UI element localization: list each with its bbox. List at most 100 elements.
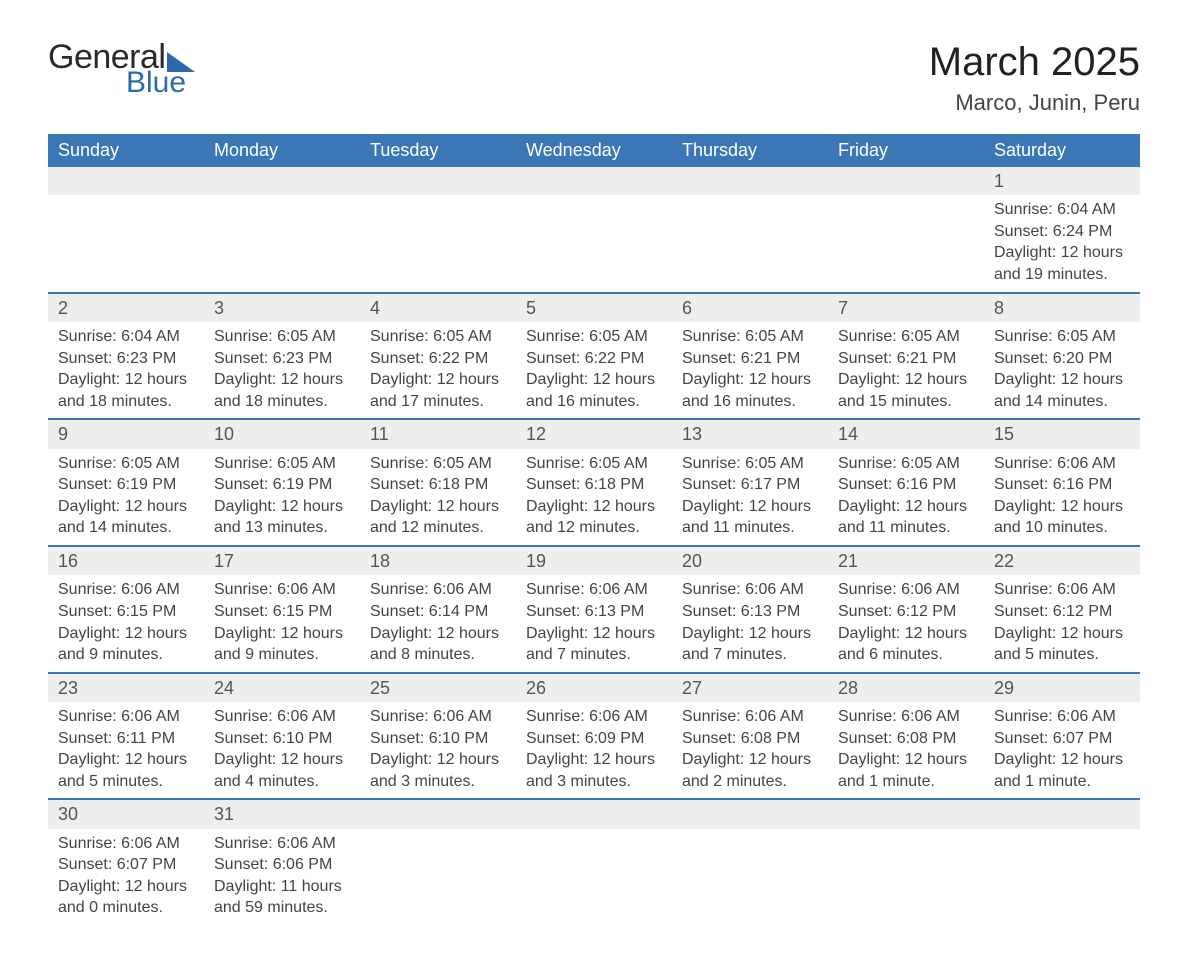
daylight-text: Daylight: 12 hours and 3 minutes. bbox=[370, 749, 506, 792]
sunrise-text: Sunrise: 6:06 AM bbox=[994, 579, 1130, 601]
calendar-cell: 29Sunrise: 6:06 AMSunset: 6:07 PMDayligh… bbox=[984, 673, 1140, 800]
day-header: Tuesday bbox=[360, 134, 516, 167]
daylight-text: Daylight: 12 hours and 13 minutes. bbox=[214, 496, 350, 539]
sunrise-text: Sunrise: 6:06 AM bbox=[58, 833, 194, 855]
sunset-text: Sunset: 6:10 PM bbox=[370, 728, 506, 750]
sunrise-text: Sunrise: 6:05 AM bbox=[838, 326, 974, 348]
day-number: 13 bbox=[672, 420, 828, 448]
sunrise-text: Sunrise: 6:06 AM bbox=[214, 833, 350, 855]
day-details: Sunrise: 6:05 AMSunset: 6:22 PMDaylight:… bbox=[360, 322, 516, 418]
day-details: Sunrise: 6:05 AMSunset: 6:19 PMDaylight:… bbox=[204, 449, 360, 545]
sunrise-text: Sunrise: 6:05 AM bbox=[526, 326, 662, 348]
calendar-cell: 21Sunrise: 6:06 AMSunset: 6:12 PMDayligh… bbox=[828, 546, 984, 673]
day-number: 12 bbox=[516, 420, 672, 448]
day-number: 6 bbox=[672, 294, 828, 322]
day-details: Sunrise: 6:05 AMSunset: 6:22 PMDaylight:… bbox=[516, 322, 672, 418]
day-details: Sunrise: 6:06 AMSunset: 6:12 PMDaylight:… bbox=[828, 575, 984, 671]
calendar-header-row: SundayMondayTuesdayWednesdayThursdayFrid… bbox=[48, 134, 1140, 167]
sunrise-text: Sunrise: 6:06 AM bbox=[994, 706, 1130, 728]
day-number: 27 bbox=[672, 674, 828, 702]
calendar-cell: 12Sunrise: 6:05 AMSunset: 6:18 PMDayligh… bbox=[516, 419, 672, 546]
daylight-text: Daylight: 12 hours and 1 minute. bbox=[994, 749, 1130, 792]
day-number: 1 bbox=[984, 167, 1140, 195]
day-number: 2 bbox=[48, 294, 204, 322]
day-number: 18 bbox=[360, 547, 516, 575]
day-number-empty bbox=[672, 167, 828, 195]
day-number: 14 bbox=[828, 420, 984, 448]
calendar-cell: 14Sunrise: 6:05 AMSunset: 6:16 PMDayligh… bbox=[828, 419, 984, 546]
sunrise-text: Sunrise: 6:06 AM bbox=[682, 579, 818, 601]
sunset-text: Sunset: 6:13 PM bbox=[682, 601, 818, 623]
daylight-text: Daylight: 12 hours and 3 minutes. bbox=[526, 749, 662, 792]
day-details: Sunrise: 6:05 AMSunset: 6:18 PMDaylight:… bbox=[516, 449, 672, 545]
sunset-text: Sunset: 6:14 PM bbox=[370, 601, 506, 623]
location: Marco, Junin, Peru bbox=[929, 90, 1140, 116]
day-number: 23 bbox=[48, 674, 204, 702]
calendar-cell: 8Sunrise: 6:05 AMSunset: 6:20 PMDaylight… bbox=[984, 293, 1140, 420]
daylight-text: Daylight: 12 hours and 15 minutes. bbox=[838, 369, 974, 412]
sunset-text: Sunset: 6:20 PM bbox=[994, 348, 1130, 370]
daylight-text: Daylight: 12 hours and 19 minutes. bbox=[994, 242, 1130, 285]
empty-cell bbox=[204, 195, 360, 281]
daylight-text: Daylight: 12 hours and 8 minutes. bbox=[370, 623, 506, 666]
day-number: 26 bbox=[516, 674, 672, 702]
sunrise-text: Sunrise: 6:06 AM bbox=[214, 706, 350, 728]
day-number: 8 bbox=[984, 294, 1140, 322]
sunrise-text: Sunrise: 6:04 AM bbox=[58, 326, 194, 348]
calendar-cell: 19Sunrise: 6:06 AMSunset: 6:13 PMDayligh… bbox=[516, 546, 672, 673]
daylight-text: Daylight: 12 hours and 10 minutes. bbox=[994, 496, 1130, 539]
day-number: 5 bbox=[516, 294, 672, 322]
daylight-text: Daylight: 12 hours and 0 minutes. bbox=[58, 876, 194, 919]
day-header: Saturday bbox=[984, 134, 1140, 167]
sunrise-text: Sunrise: 6:06 AM bbox=[58, 579, 194, 601]
sunset-text: Sunset: 6:22 PM bbox=[526, 348, 662, 370]
day-number: 25 bbox=[360, 674, 516, 702]
sunset-text: Sunset: 6:13 PM bbox=[526, 601, 662, 623]
sunset-text: Sunset: 6:23 PM bbox=[58, 348, 194, 370]
sunset-text: Sunset: 6:16 PM bbox=[838, 474, 974, 496]
day-header: Sunday bbox=[48, 134, 204, 167]
calendar-cell bbox=[984, 799, 1140, 925]
day-details: Sunrise: 6:06 AMSunset: 6:11 PMDaylight:… bbox=[48, 702, 204, 798]
day-details: Sunrise: 6:06 AMSunset: 6:15 PMDaylight:… bbox=[204, 575, 360, 671]
day-number: 3 bbox=[204, 294, 360, 322]
sunset-text: Sunset: 6:19 PM bbox=[214, 474, 350, 496]
sunset-text: Sunset: 6:08 PM bbox=[838, 728, 974, 750]
sunset-text: Sunset: 6:12 PM bbox=[838, 601, 974, 623]
sunrise-text: Sunrise: 6:05 AM bbox=[682, 326, 818, 348]
calendar-cell bbox=[48, 167, 204, 293]
sunset-text: Sunset: 6:09 PM bbox=[526, 728, 662, 750]
sunrise-text: Sunrise: 6:05 AM bbox=[370, 453, 506, 475]
sunset-text: Sunset: 6:18 PM bbox=[526, 474, 662, 496]
day-details: Sunrise: 6:06 AMSunset: 6:07 PMDaylight:… bbox=[984, 702, 1140, 798]
sunset-text: Sunset: 6:18 PM bbox=[370, 474, 506, 496]
daylight-text: Daylight: 12 hours and 7 minutes. bbox=[682, 623, 818, 666]
calendar-cell: 15Sunrise: 6:06 AMSunset: 6:16 PMDayligh… bbox=[984, 419, 1140, 546]
calendar-cell: 2Sunrise: 6:04 AMSunset: 6:23 PMDaylight… bbox=[48, 293, 204, 420]
calendar-cell bbox=[828, 167, 984, 293]
day-details: Sunrise: 6:06 AMSunset: 6:09 PMDaylight:… bbox=[516, 702, 672, 798]
daylight-text: Daylight: 12 hours and 12 minutes. bbox=[526, 496, 662, 539]
day-number: 10 bbox=[204, 420, 360, 448]
day-number: 7 bbox=[828, 294, 984, 322]
day-header: Thursday bbox=[672, 134, 828, 167]
sunrise-text: Sunrise: 6:05 AM bbox=[58, 453, 194, 475]
day-details: Sunrise: 6:06 AMSunset: 6:14 PMDaylight:… bbox=[360, 575, 516, 671]
empty-cell bbox=[360, 195, 516, 281]
calendar-cell: 6Sunrise: 6:05 AMSunset: 6:21 PMDaylight… bbox=[672, 293, 828, 420]
day-details: Sunrise: 6:06 AMSunset: 6:16 PMDaylight:… bbox=[984, 449, 1140, 545]
logo: General Blue bbox=[48, 40, 195, 98]
sunset-text: Sunset: 6:19 PM bbox=[58, 474, 194, 496]
day-number-empty bbox=[516, 800, 672, 828]
day-header: Friday bbox=[828, 134, 984, 167]
sunrise-text: Sunrise: 6:06 AM bbox=[526, 579, 662, 601]
daylight-text: Daylight: 12 hours and 1 minute. bbox=[838, 749, 974, 792]
day-number: 24 bbox=[204, 674, 360, 702]
calendar-cell bbox=[672, 167, 828, 293]
calendar-cell: 4Sunrise: 6:05 AMSunset: 6:22 PMDaylight… bbox=[360, 293, 516, 420]
calendar-cell bbox=[516, 167, 672, 293]
calendar-week: 23Sunrise: 6:06 AMSunset: 6:11 PMDayligh… bbox=[48, 673, 1140, 800]
daylight-text: Daylight: 12 hours and 17 minutes. bbox=[370, 369, 506, 412]
day-number: 20 bbox=[672, 547, 828, 575]
calendar-week: 1Sunrise: 6:04 AMSunset: 6:24 PMDaylight… bbox=[48, 167, 1140, 293]
